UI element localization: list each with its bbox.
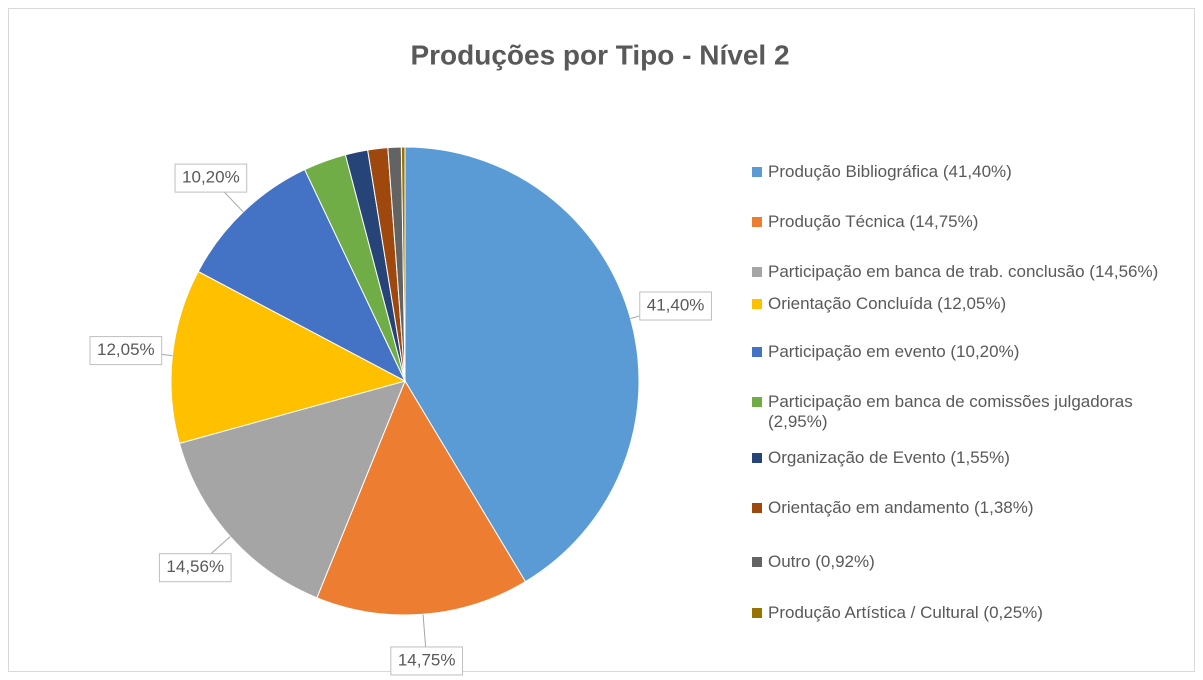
legend-item: Outro (0,92%) [752, 552, 1172, 572]
legend-swatch [752, 608, 762, 618]
data-label: 41,40% [647, 296, 705, 315]
data-label-box [158, 553, 232, 583]
legend-item: Orientação em andamento (1,38%) [752, 498, 1172, 518]
legend-label: Participação em banca de trab. conclusão… [768, 262, 1159, 281]
data-label: 12,05% [97, 340, 155, 359]
legend-label: Produção Técnica (14,75%) [768, 212, 979, 231]
legend-swatch [752, 267, 762, 277]
legend-swatch [752, 299, 762, 309]
legend-label: Orientação Concluída (12,05%) [768, 294, 1007, 313]
legend-label: Orientação em andamento (1,38%) [768, 498, 1034, 517]
legend-item: Participação em banca de comissões julga… [752, 392, 1172, 432]
pie-slice [400, 146, 406, 382]
legend-label: Outro (0,92%) [768, 552, 875, 571]
legend-swatch [752, 453, 762, 463]
legend-swatch [752, 167, 762, 177]
legend-swatch [752, 397, 762, 407]
data-label: 14,75% [398, 650, 456, 669]
chart-title: Produções por Tipo - Nível 2 [410, 39, 789, 70]
data-label: 14,56% [166, 557, 224, 576]
legend-swatch [752, 557, 762, 567]
legend-item: Participação em evento (10,20%) [752, 342, 1172, 362]
data-label: 10,20% [182, 168, 240, 187]
legend-item: Orientação Concluída (12,05%) [752, 294, 1172, 314]
legend-item: Participação em banca de trab. conclusão… [752, 262, 1172, 282]
pie-slice [178, 380, 406, 599]
legend-item: Produção Artística / Cultural (0,25%) [752, 603, 1172, 623]
data-label-box [89, 336, 163, 366]
legend-label: Participação em evento (10,20%) [768, 342, 1020, 361]
legend-item: Produção Bibliográfica (41,40%) [752, 162, 1172, 182]
legend-label: Participação em banca de comissões julga… [768, 392, 1133, 431]
data-label-box [639, 291, 712, 321]
legend-label: Produção Bibliográfica (41,40%) [768, 162, 1012, 181]
pie-slice [197, 168, 407, 383]
pie-slice [316, 379, 527, 616]
legend-item: Organização de Evento (1,55%) [752, 448, 1172, 468]
data-label-box [390, 646, 464, 676]
legend-label: Produção Artística / Cultural (0,25%) [768, 603, 1043, 622]
legend-swatch [752, 217, 762, 227]
data-label-box [174, 163, 248, 193]
legend-swatch [752, 503, 762, 513]
legend-label: Organização de Evento (1,55%) [768, 448, 1010, 467]
legend-item: Produção Técnica (14,75%) [752, 212, 1172, 232]
legend-swatch [752, 347, 762, 357]
